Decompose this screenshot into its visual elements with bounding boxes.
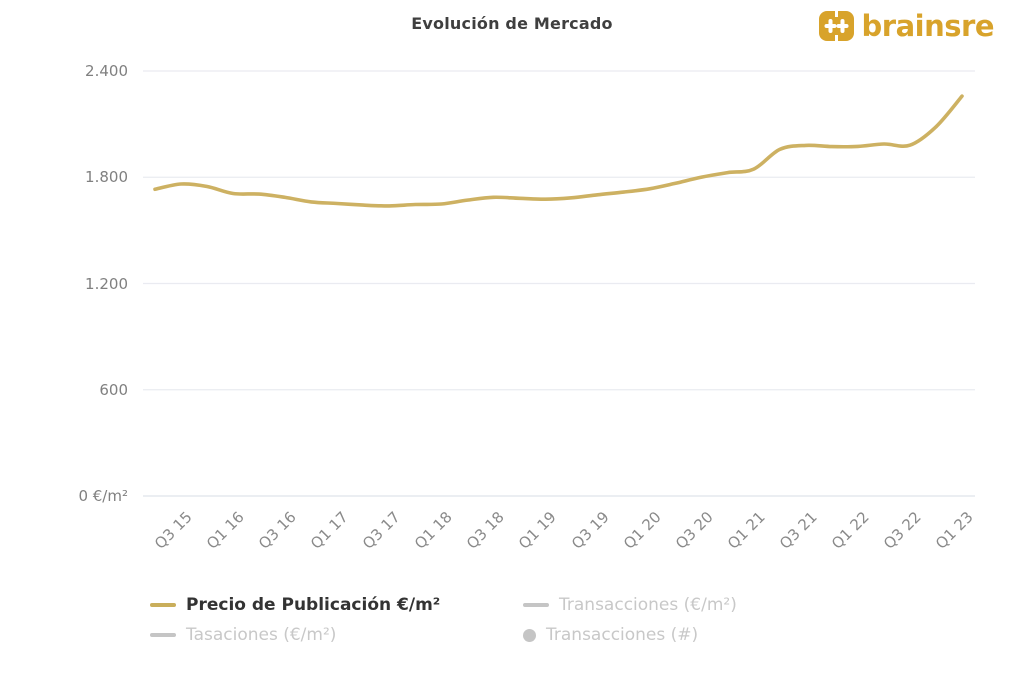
line-marker-icon: [150, 603, 176, 607]
y-axis-label: 0 €/m²: [78, 487, 128, 505]
brand-name: brainsre: [861, 9, 995, 43]
legend-item-transacciones-precio[interactable]: Transacciones (€/m²): [523, 595, 737, 615]
brainsre-logo-icon: [818, 8, 855, 44]
legend-label: Tasaciones (€/m²): [186, 625, 337, 645]
circle-marker-icon: [523, 628, 536, 642]
y-axis-label: 1.200: [85, 274, 128, 293]
brand-logo: brainsre: [818, 8, 995, 44]
legend-item-transacciones-numero[interactable]: Transacciones (#): [523, 625, 698, 645]
y-axis-label: 1.800: [85, 168, 128, 187]
chart-title: Evolución de Mercado: [411, 14, 613, 33]
line-marker-icon: [523, 603, 549, 607]
legend-label: Transacciones (€/m²): [559, 595, 737, 615]
legend-item-precio-publicacion[interactable]: Precio de Publicación €/m²: [150, 595, 440, 615]
legend-item-tasaciones[interactable]: Tasaciones (€/m²): [150, 625, 336, 645]
legend-label: Precio de Publicación €/m²: [186, 595, 441, 615]
y-axis-label: 600: [99, 380, 128, 399]
legend-label: Transacciones (#): [546, 625, 699, 645]
line-marker-icon: [150, 633, 176, 637]
y-axis-label: 2.400: [85, 62, 128, 80]
series-line[interactable]: [153, 94, 964, 208]
